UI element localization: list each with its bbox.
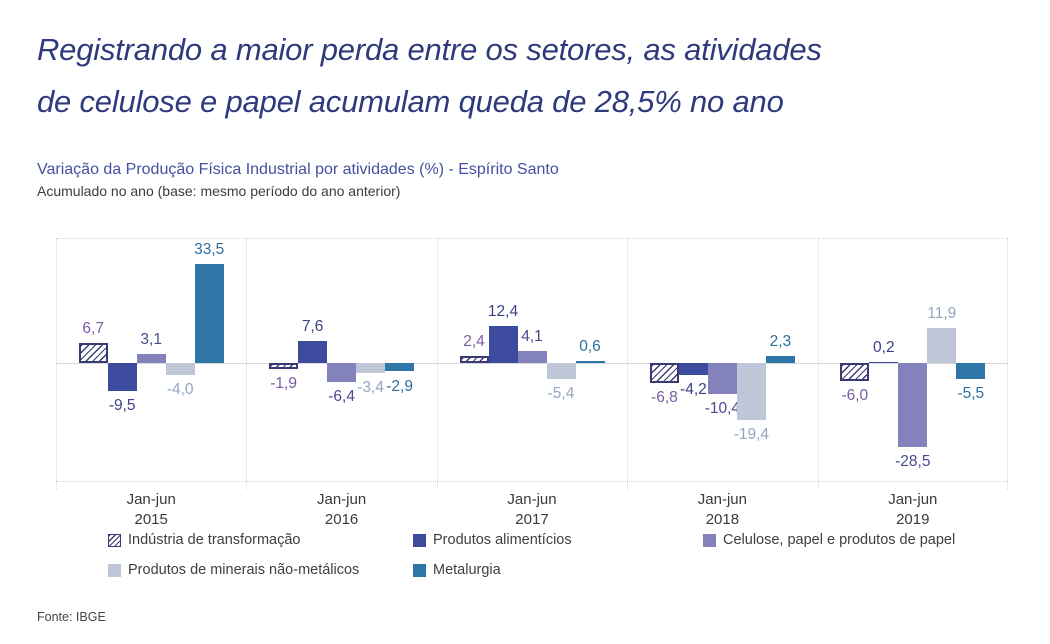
gridline-vertical xyxy=(818,239,819,489)
page-title: Registrando a maior perda entre os setor… xyxy=(37,24,822,128)
legend-label: Celulose, papel e produtos de papel xyxy=(723,532,956,548)
bar-value-label: -1,9 xyxy=(270,374,297,392)
x-axis-label-line: 2019 xyxy=(896,511,930,528)
bar-chart: 6,7 -1,9 2,4 -6,8 -6,0 -9,5 7,6 12,4 -4,2 0,2 3,1 -… xyxy=(56,238,1008,588)
legend-item-series5: Metalurgia xyxy=(413,562,501,578)
bar-series2-2019 xyxy=(869,361,899,363)
bar-value-label: -3,4 xyxy=(357,378,384,396)
bar-series5-2018 xyxy=(765,356,795,363)
chart-subtitle-note: Acumulado no ano (base: mesmo período do… xyxy=(37,183,401,199)
bar-series5-2015 xyxy=(194,264,224,363)
bar-series2-2018 xyxy=(678,362,708,376)
bar-series1-2017 xyxy=(459,355,489,363)
bar-value-label: 6,7 xyxy=(82,320,104,338)
bar-series3-2016 xyxy=(327,362,357,382)
bar-series5-2017 xyxy=(575,361,605,363)
legend-item-series3: Celulose, papel e produtos de papel xyxy=(703,532,955,548)
bar-value-label: -5,4 xyxy=(547,384,575,402)
legend-swatch-icon xyxy=(413,563,426,577)
legend-item-series1: Indústria de transformação xyxy=(108,532,300,548)
gridline-vertical xyxy=(1007,239,1008,489)
plot-area: 6,7 -1,9 2,4 -6,8 -6,0 -9,5 7,6 12,4 -4,2 0,2 3,1 -… xyxy=(56,238,1008,489)
bar-value-label: -19,4 xyxy=(733,426,770,444)
x-axis-label-2019: Jan-jun 2019 xyxy=(818,490,1008,530)
gridline-vertical xyxy=(627,239,628,489)
bar-series4-2015 xyxy=(165,362,195,375)
x-axis-label-line: Jan-jun xyxy=(697,491,747,508)
bar-value-label: 3,1 xyxy=(140,330,162,348)
bar-value-label: -5,5 xyxy=(957,385,985,403)
x-axis-label-line: 2016 xyxy=(324,511,359,528)
bar-value-label: 4,1 xyxy=(521,327,543,345)
bar-value-label: 0,6 xyxy=(579,338,601,356)
x-axis-label-2016: Jan-jun 2016 xyxy=(246,490,436,530)
gridline-vertical xyxy=(56,239,57,489)
bar-value-label: 12,4 xyxy=(487,303,519,321)
bar-series3-2017 xyxy=(517,350,547,363)
page-title-line1: Registrando a maior perda entre os setor… xyxy=(37,32,822,67)
x-axis-label-2018: Jan-jun 2018 xyxy=(627,490,817,530)
bar-series4-2016 xyxy=(356,362,386,373)
bar-value-label: -6,4 xyxy=(328,387,355,405)
bar-value-label: 11,9 xyxy=(927,304,957,322)
bar-value-label: -4,0 xyxy=(166,380,194,398)
bar-series1-2016 xyxy=(269,362,299,369)
zero-axis-line xyxy=(56,362,1008,364)
bar-value-label: -6,8 xyxy=(651,389,678,407)
bar-series3-2018 xyxy=(707,362,737,394)
x-axis-label-line: Jan-jun xyxy=(888,491,938,508)
bar-value-label: 33,5 xyxy=(194,241,225,259)
bar-series5-2019 xyxy=(956,362,986,380)
x-axis-label-line: Jan-jun xyxy=(507,491,557,508)
gridline-vertical xyxy=(437,239,438,489)
bar-series2-2015 xyxy=(107,362,137,391)
bar-series5-2016 xyxy=(385,362,415,372)
legend-label: Indústria de transformação xyxy=(128,532,301,548)
x-axis-label-line: 2015 xyxy=(134,511,168,528)
legend-item-series4: Produtos de minerais não-metálicos xyxy=(108,562,359,578)
legend-swatch-icon xyxy=(703,533,716,547)
bar-series2-2017 xyxy=(488,326,518,363)
legend-item-series2: Produtos alimentícios xyxy=(413,532,572,548)
chart-title: Variação da Produção Física Industrial p… xyxy=(37,161,559,178)
source-note: Fonte: IBGE xyxy=(37,610,106,624)
bar-series4-2018 xyxy=(736,362,766,421)
bar-series4-2019 xyxy=(927,327,957,363)
bar-series1-2018 xyxy=(649,362,679,383)
bar-value-label: -4,2 xyxy=(680,381,707,399)
bar-series2-2016 xyxy=(298,340,328,363)
bar-series1-2019 xyxy=(840,362,870,381)
legend-label: Produtos alimentícios xyxy=(433,532,572,548)
x-axis-label-2015: Jan-jun 2015 xyxy=(56,490,246,530)
bar-value-label: -6,0 xyxy=(841,386,869,404)
x-axis-label-line: 2018 xyxy=(705,511,740,528)
legend-swatch-icon xyxy=(108,563,121,577)
x-axis-label-line: 2017 xyxy=(515,511,549,528)
x-axis-label-line: Jan-jun xyxy=(126,491,176,508)
legend-swatch-icon xyxy=(413,533,426,547)
x-axis-label-2017: Jan-jun 2017 xyxy=(437,490,627,530)
bar-series3-2015 xyxy=(136,353,166,363)
bar-series1-2015 xyxy=(78,343,108,363)
bar-value-label: 7,6 xyxy=(301,317,324,335)
bar-series4-2017 xyxy=(546,362,576,379)
bar-value-label: -2,9 xyxy=(386,377,413,395)
legend-label: Metalurgia xyxy=(433,562,501,578)
x-axis-label-line: Jan-jun xyxy=(316,491,367,508)
gridline-vertical xyxy=(246,239,247,489)
legend-swatch-icon xyxy=(108,533,121,547)
page-title-line2: de celulose e papel acumulam queda de 28… xyxy=(37,84,784,119)
legend-label: Produtos de minerais não-metálicos xyxy=(128,562,360,578)
bar-value-label: 2,4 xyxy=(463,332,485,350)
bar-value-label: -28,5 xyxy=(895,453,931,471)
bar-value-label: 0,2 xyxy=(873,338,895,356)
bar-value-label: -10,4 xyxy=(704,399,741,417)
bar-series3-2019 xyxy=(898,362,928,448)
bar-value-label: 2,3 xyxy=(769,333,792,351)
bar-value-label: -9,5 xyxy=(108,396,136,414)
